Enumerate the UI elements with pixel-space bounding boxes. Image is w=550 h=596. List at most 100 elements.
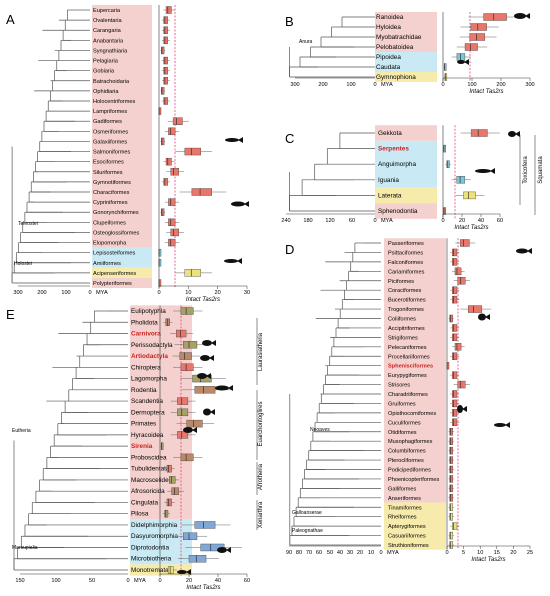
box-didelphimorphia	[194, 521, 216, 529]
clade-band	[92, 267, 152, 278]
taxon-label: Amiiformes	[93, 261, 121, 267]
taxon-label: Pipoidea	[376, 54, 401, 61]
mya-tick-label: 60	[316, 550, 322, 556]
taxon-label: Artiodactyla	[131, 353, 168, 360]
box-psittaciformes	[452, 248, 458, 257]
box-galliformes	[449, 484, 454, 493]
box-gonorynchiformes	[161, 208, 165, 216]
mya-tick-label: 50	[327, 550, 333, 556]
mya-tick-label: 200	[318, 82, 327, 88]
box-pelobatoidea	[464, 43, 478, 51]
primate-silhouette-icon	[203, 408, 211, 416]
box-eulipotyphla	[180, 307, 194, 315]
taxon-label: Ovalentaria	[93, 18, 122, 24]
bat-silhouette-icon	[197, 373, 207, 379]
kangaroo-silhouette-icon-tail	[226, 547, 231, 553]
taxon-label: Monotremata	[131, 567, 169, 574]
clade-label: Marsupialia	[12, 545, 38, 551]
taxon-label: Gymnophiona	[376, 74, 416, 81]
clade-band	[375, 72, 437, 82]
box-characiformes	[191, 188, 212, 196]
clade-band	[375, 125, 437, 141]
rodent-silhouette-icon-tail	[228, 385, 233, 391]
mya-axis-title: MYA	[381, 218, 393, 224]
taxon-label: Pholidota	[131, 319, 158, 326]
salamander-silhouette-icon-tail	[464, 59, 469, 65]
taxon-label: Clupeiformes	[93, 220, 126, 226]
taxon-label: Lampriformes	[93, 109, 127, 115]
box-pholidota	[165, 318, 170, 326]
taxon-label: Microbiotheria	[131, 556, 172, 563]
box-esociformes	[165, 157, 172, 166]
count-axis-title: Intact Tas2rs	[186, 297, 220, 303]
taxon-label: Coliiformes	[388, 317, 416, 323]
taxon-label: Piciformes	[388, 279, 414, 285]
penguin-silhouette-icon-tail	[462, 406, 467, 412]
box-acipenseriformes	[184, 269, 202, 277]
clade-label: Holostei	[14, 261, 32, 267]
taxon-label: Cingulata	[131, 499, 158, 506]
manatee-silhouette-icon-tail	[192, 427, 197, 433]
mya-axis-title: MYA	[134, 578, 146, 584]
box-laterata	[463, 191, 476, 200]
count-axis-title: Intact Tas2rs	[471, 557, 505, 563]
count-tick-label: 10	[185, 290, 191, 296]
taxon-label: Struthioniformes	[388, 543, 429, 549]
taxon-label: Eulipotyphla	[131, 308, 166, 315]
taxon-label: Caudata	[376, 64, 401, 71]
side-label: Xenarthra	[258, 501, 264, 528]
taxon-label: Casuariiformes	[388, 534, 426, 540]
lizard-silhouette-icon-tail	[490, 168, 495, 174]
box-tinamiformes	[449, 503, 454, 511]
box-ranoidea	[483, 13, 507, 21]
frog-silhouette-icon-tail	[525, 13, 530, 19]
manatee-silhouette-icon	[183, 427, 193, 433]
box-cuculiformes	[452, 418, 458, 427]
clade-band	[384, 502, 446, 550]
deer-silhouette-icon-tail	[209, 355, 214, 361]
salmon-silhouette-icon-tail	[238, 137, 243, 143]
taxon-label: Galliformes	[388, 486, 416, 492]
side-label: Euarchontoglires	[258, 401, 264, 446]
box-carnivora	[176, 329, 187, 338]
box-carangaria	[163, 26, 168, 34]
box-struthioniformes	[449, 541, 454, 549]
taxon-label: Anabantaria	[93, 38, 124, 44]
taxon-label: Dermoptera	[131, 409, 165, 416]
taxon-label: Dasyuromorphia	[131, 533, 178, 540]
box-gobiaria	[163, 66, 168, 75]
mya-axis-title: MYA	[96, 290, 108, 296]
box-proboscidea	[180, 453, 194, 462]
mya-tick-label: 90	[286, 550, 292, 556]
panel-letter: E	[6, 307, 15, 322]
box-cingulata	[166, 498, 172, 507]
taxon-label: Procellariiformes	[388, 354, 430, 360]
taxon-label: Hyracoidea	[131, 432, 164, 439]
taxon-label: Macroscelidea	[131, 477, 173, 484]
box-chiroptera	[180, 363, 194, 372]
box-trogoniformes	[468, 305, 483, 313]
taxon-label: Tinamiformes	[388, 505, 422, 511]
box-hyloidea	[470, 23, 487, 31]
taxon-label: Cariamiformes	[388, 269, 425, 275]
platypus-silhouette-icon	[177, 570, 187, 574]
clade-band	[384, 238, 446, 503]
lizard-silhouette-icon	[475, 169, 491, 173]
clade-band	[375, 187, 437, 204]
count-tick-label: 5	[462, 550, 465, 556]
box-osmeriformes	[168, 127, 176, 136]
box-bucerotiformes	[452, 295, 458, 304]
taxon-label: Elopomorpha	[93, 241, 127, 247]
count-tick-label: 30	[244, 290, 250, 296]
penguin-silhouette-icon	[457, 405, 463, 413]
taxon-label: Hyloidea	[376, 24, 401, 31]
clade-label: Galloanserae	[292, 510, 322, 516]
box-strisores	[457, 380, 466, 389]
taxon-label: Apterygiformes	[388, 524, 426, 530]
count-tick-label: 60	[244, 578, 250, 584]
count-tick-label: 20	[186, 578, 192, 584]
panel-letter: D	[285, 242, 294, 257]
count-tick-label: 20	[510, 550, 516, 556]
box-musophagiformes	[449, 437, 454, 445]
box-podicipediformes	[449, 465, 454, 474]
